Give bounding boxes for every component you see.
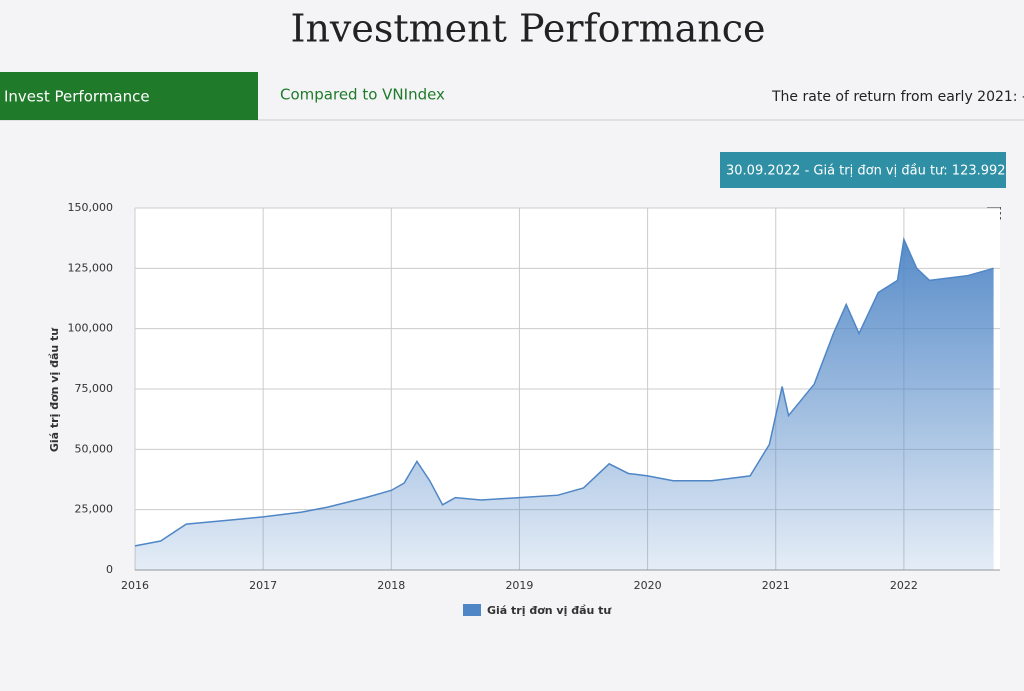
x-tick-label: 2021 — [762, 579, 790, 592]
rate-text: The rate of return from early 2021: -3.0 — [771, 89, 1024, 105]
x-tick-label: 2016 — [121, 579, 149, 592]
y-tick-label: 125,000 — [68, 261, 114, 274]
y-tick-label: 100,000 — [68, 322, 114, 335]
x-tick-label: 2022 — [890, 579, 918, 592]
tab-label[interactable]: Compared to VNIndex — [280, 86, 445, 104]
legend-swatch — [463, 604, 481, 616]
tooltip-text: 30.09.2022 - Giá trị đơn vị đầu tư: 123.… — [726, 164, 1006, 179]
x-tick-label: 2017 — [249, 579, 277, 592]
tab-label[interactable]: Invest Performance — [4, 88, 150, 106]
line — [134, 236, 994, 547]
active-tab[interactable] — [0, 72, 258, 120]
tooltip-box — [720, 152, 1006, 188]
y-tick-label: 150,000 — [68, 201, 114, 214]
y-tick-label: 25,000 — [75, 503, 114, 516]
y-tick-label: 50,000 — [75, 442, 114, 455]
y-tick-label: 75,000 — [75, 382, 114, 395]
area — [135, 239, 994, 570]
page-title: Investment Performance — [290, 7, 765, 51]
y-axis-label: Giá trị đơn vị đầu tư — [48, 327, 61, 452]
y-tick-label: 0 — [106, 563, 113, 576]
x-tick-label: 2019 — [505, 579, 533, 592]
x-tick-label: 2018 — [377, 579, 405, 592]
x-tick-label: 2020 — [634, 579, 662, 592]
legend-label: Giá trị đơn vị đầu tư — [487, 604, 612, 617]
